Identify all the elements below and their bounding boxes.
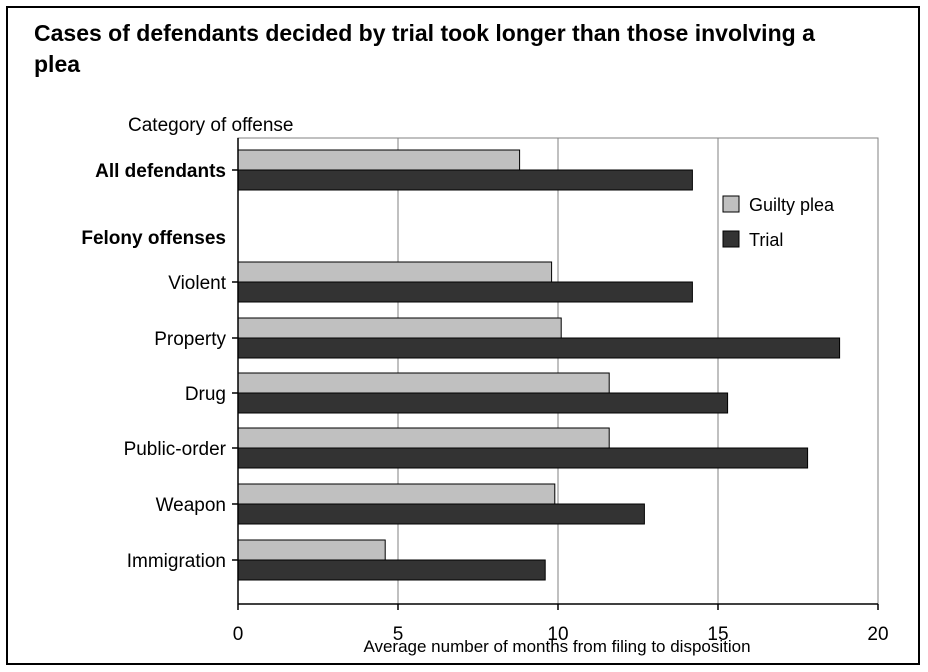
bar-guilty-plea (237, 539, 386, 561)
x-tick-label: 20 (867, 624, 888, 645)
bar-guilty-plea (237, 427, 610, 449)
label-layer: 0 5 10 15 20 All defendants Felony offenses Vio… (81, 161, 888, 645)
chart-title: Cases of defendants decided by trial too… (34, 20, 815, 77)
x-tick-label: 10 (547, 624, 568, 645)
legend-label: Trial (749, 230, 783, 250)
x-tick-label: 0 (233, 624, 244, 645)
x-axis-label: Average number of months from filing to … (363, 637, 750, 656)
bar-guilty-plea (237, 483, 556, 505)
bar-trial (237, 503, 645, 525)
x-tick-label: 5 (393, 624, 404, 645)
category-label: All defendants (95, 161, 226, 182)
x-tick-label: 15 (707, 624, 728, 645)
category-label: Weapon (156, 495, 226, 516)
legend-swatch (722, 195, 740, 213)
bar-trial (237, 169, 693, 191)
bar-layer (237, 149, 841, 581)
category-label: Drug (185, 384, 226, 405)
category-label: Violent (168, 273, 226, 294)
bar-guilty-plea (237, 372, 610, 394)
bar-guilty-plea (237, 317, 562, 339)
legend-label: Guilty plea (749, 195, 835, 215)
legend: Guilty plea Trial (722, 195, 835, 250)
axis-layer (232, 138, 879, 610)
category-axis-header: Category of offense (128, 115, 293, 136)
bar-trial (237, 392, 729, 414)
bar-trial (237, 447, 809, 469)
legend-swatch (722, 230, 740, 248)
bar-trial (237, 559, 546, 581)
bar-guilty-plea (237, 149, 521, 171)
category-label: Immigration (127, 551, 226, 572)
bar-guilty-plea (237, 261, 553, 283)
bar-trial (237, 337, 841, 359)
category-label: Felony offenses (81, 228, 226, 249)
category-label: Property (154, 329, 226, 350)
bar-trial (237, 281, 693, 303)
category-label: Public-order (124, 439, 227, 460)
